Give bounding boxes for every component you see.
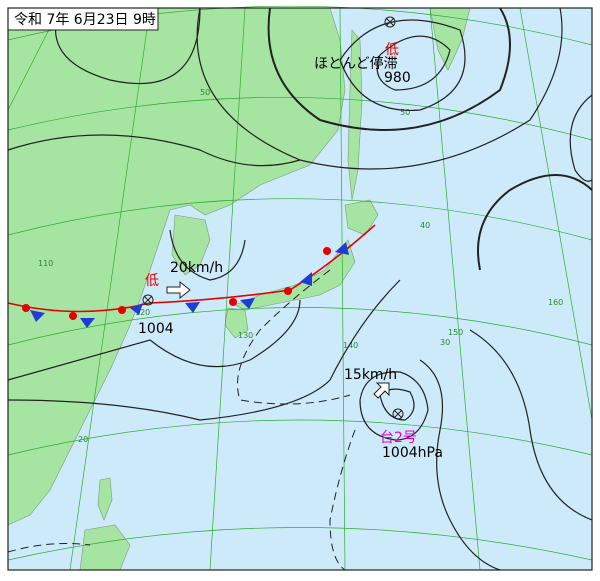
lat-label: 50 <box>200 88 210 97</box>
typhoon-name: 台2号 <box>380 430 417 446</box>
low-symbol: 低 <box>385 42 399 58</box>
note-label: ほとんど停滞 <box>314 55 398 72</box>
front <box>7 224 376 328</box>
typhoon-pressure: 1004hPa <box>382 445 443 461</box>
lon-label: 140 <box>343 341 358 350</box>
lon-label: 160 <box>548 298 563 307</box>
speed-label: 20km/h <box>170 260 223 276</box>
lon-label: 130 <box>238 331 253 340</box>
speed-label: 15km/h <box>344 367 397 383</box>
frame <box>7 7 593 571</box>
lon-label: 120 <box>135 308 150 317</box>
pressure-label: 980 <box>384 70 411 86</box>
lat-label: 50 <box>400 108 410 117</box>
graticule <box>7 5 593 571</box>
lat-label: 40 <box>420 221 430 230</box>
lat-label: 20 <box>78 435 88 444</box>
lon-label: 110 <box>38 259 53 268</box>
low-symbol: 低 <box>145 273 159 289</box>
lon-label: 150 <box>448 328 463 337</box>
lat-label: 30 <box>440 338 450 347</box>
dashed-isobar <box>7 269 356 571</box>
pressure-label: 1004 <box>138 321 174 337</box>
motion-arrow <box>373 382 390 399</box>
title: 令和 7年 6月23日 9時 <box>14 12 156 28</box>
motion-arrow <box>166 280 191 300</box>
low-center <box>142 16 404 420</box>
isobars <box>7 7 593 571</box>
